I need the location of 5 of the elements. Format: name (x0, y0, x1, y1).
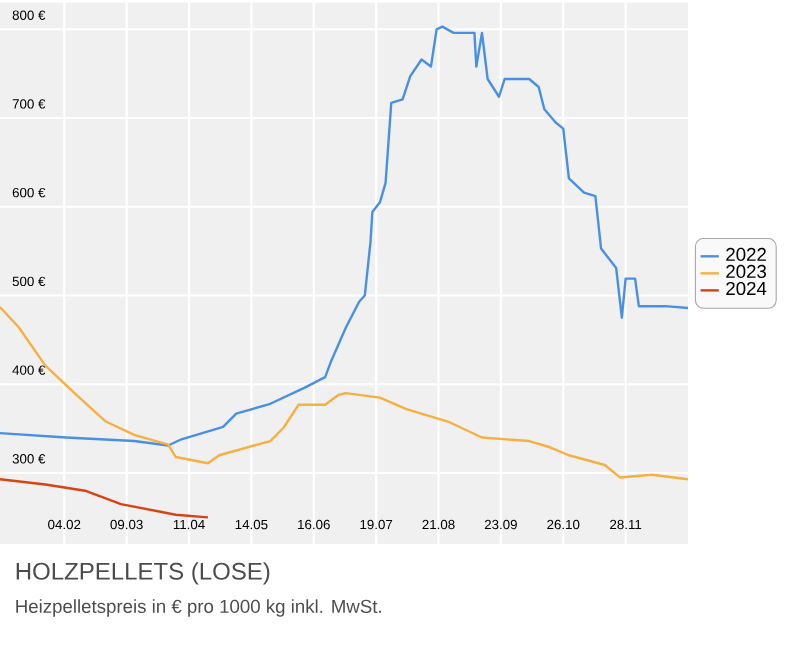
legend-label: 2022 (726, 247, 766, 261)
legend-label: 2023 (726, 264, 767, 278)
text: Heizpelletspreis in € pro 1000 kg inkl. MwSt. (16, 599, 381, 617)
legend-label: 2024 (726, 281, 767, 295)
text: HOLZPELLETS (LOSE) (16, 561, 270, 585)
